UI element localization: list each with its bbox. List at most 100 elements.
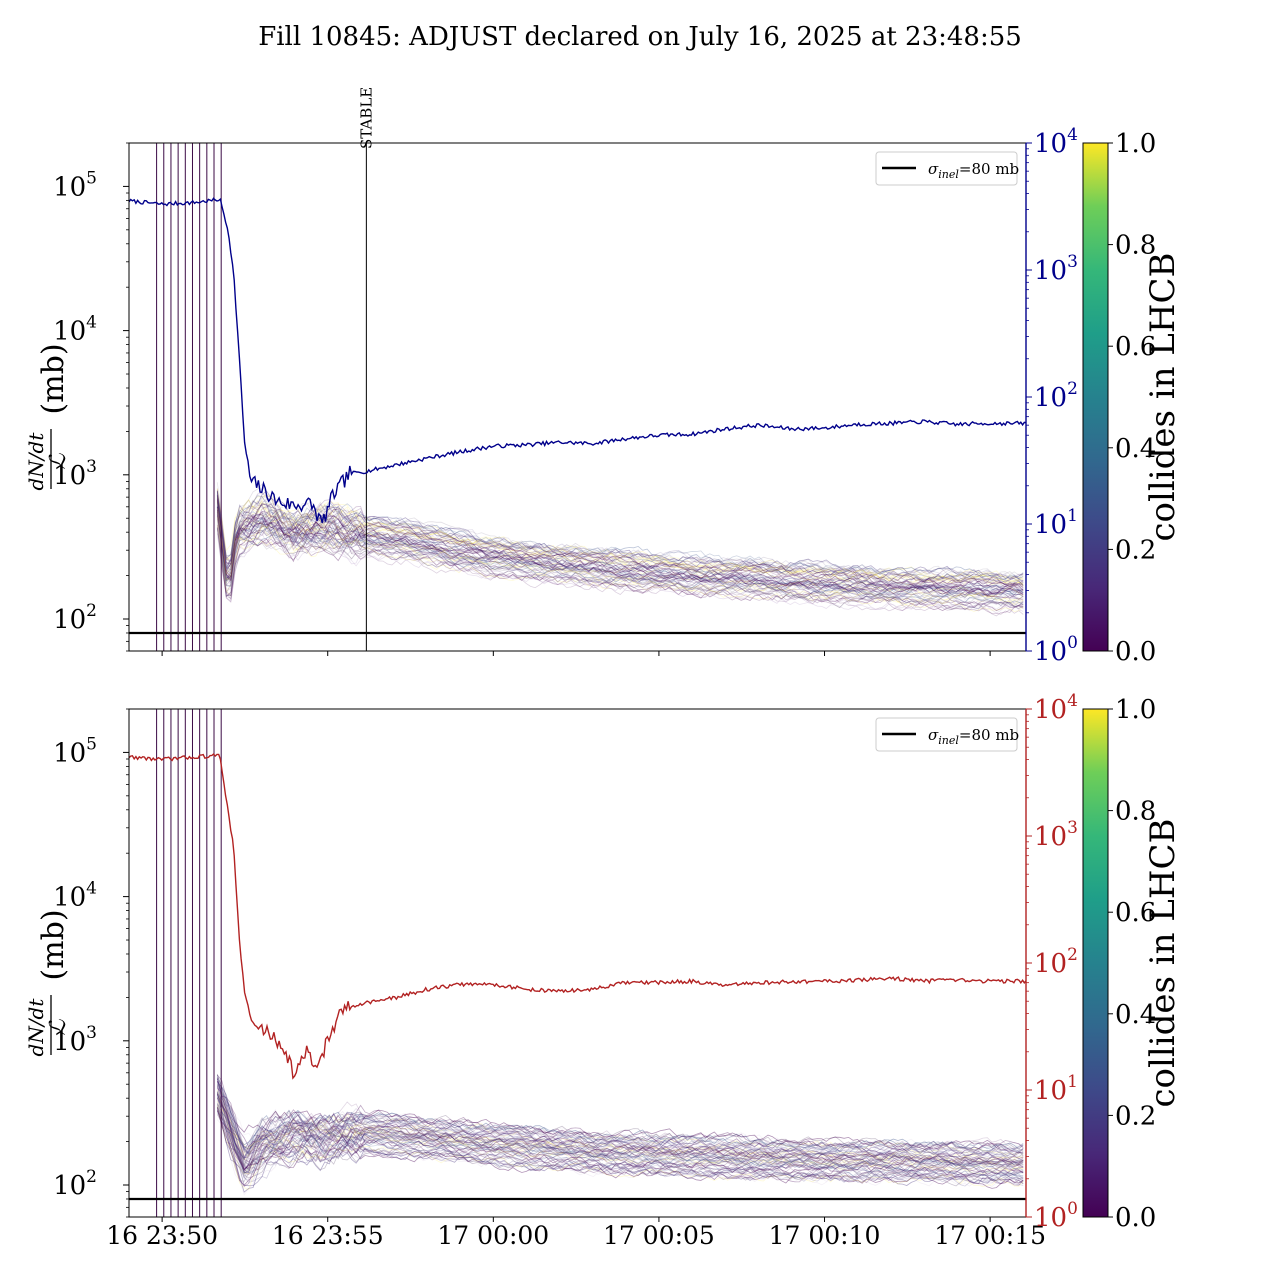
bunch-trace	[216, 497, 1024, 588]
bunch-trace	[216, 1086, 1024, 1174]
bunch-trace	[216, 1106, 1024, 1187]
bunch-trace	[216, 1106, 1024, 1184]
bunch-trace	[216, 509, 1024, 595]
bunch-trace	[216, 1089, 1024, 1156]
bunch-trace	[217, 1103, 1024, 1179]
bunch-trace	[216, 1078, 1024, 1159]
bunch-trace	[216, 1097, 1024, 1174]
bottom-right-y-ticks: 100 101 102 103 104	[1025, 691, 1078, 1233]
bunch-trace	[216, 1107, 1024, 1193]
bunch-trace	[217, 1119, 1024, 1184]
colorbar-tick-label: 0.4	[1115, 434, 1156, 464]
colorbar-tick-label: 0.2	[1115, 1101, 1156, 1131]
bunch-trace	[216, 483, 1024, 579]
bunch-trace	[216, 502, 1024, 597]
top-y-axis-label: dN/dt ℒ (mb)	[24, 343, 71, 490]
bunch-trace	[217, 1112, 1024, 1179]
y-tick-label-right: 104	[1034, 691, 1078, 725]
bottom-bunch-traces	[216, 1073, 1024, 1196]
colorbar-tick-label: 1.0	[1115, 695, 1156, 725]
bunch-trace	[216, 1074, 1024, 1152]
top-bunch-traces	[216, 482, 1024, 617]
bunch-trace	[216, 506, 1024, 603]
bunch-trace	[216, 1107, 1024, 1196]
bunch-trace	[216, 495, 1024, 593]
bunch-trace	[216, 501, 1024, 598]
bottom-right-axis-series	[129, 753, 1026, 1080]
bunch-trace	[216, 1093, 1024, 1168]
colorbar-tick-label: 0.4	[1115, 1000, 1156, 1030]
bunch-trace	[216, 1094, 1024, 1165]
bunch-trace	[216, 506, 1024, 603]
bunch-trace	[216, 1084, 1024, 1165]
bunch-trace	[216, 525, 1024, 615]
bunch-trace	[216, 496, 1024, 582]
bunch-trace	[216, 1091, 1024, 1177]
x-tick-label: 17 00:00	[437, 1221, 549, 1250]
bunch-trace	[216, 1104, 1024, 1184]
bunch-trace	[216, 495, 1024, 586]
bunch-trace	[216, 1078, 1024, 1154]
bunch-trace	[216, 1077, 1024, 1158]
bunch-trace	[216, 506, 1024, 595]
bottom-left-y-ticks: 102 103 104 105	[53, 708, 129, 1218]
bunch-trace	[216, 523, 1024, 607]
bunch-trace	[216, 1108, 1024, 1179]
bunch-trace	[216, 495, 1024, 588]
y-tick-label-left: 105	[53, 734, 97, 768]
bunch-trace	[216, 1107, 1024, 1184]
bunch-trace	[216, 1103, 1024, 1171]
bunch-trace	[216, 1095, 1024, 1177]
colorbar-tick-label: 0.8	[1115, 797, 1156, 827]
bunch-trace	[216, 1081, 1024, 1154]
bunch-trace	[216, 490, 1024, 582]
x-tick-label: 17 00:15	[934, 1221, 1046, 1250]
bunch-trace	[216, 495, 1024, 590]
bunch-trace	[216, 518, 1024, 609]
bunch-trace	[216, 1093, 1024, 1172]
bunch-trace	[216, 490, 1024, 583]
x-tick-label: 17 00:10	[769, 1221, 881, 1250]
top-panel: STABLE 102 103 104 105 100 101 102 103 104 dN/d…	[24, 87, 1183, 667]
bottom-panel: 16 23:50 16 23:55 17 00:00 17 00:05 17 00:10…	[24, 691, 1183, 1250]
bunch-trace	[216, 490, 1024, 586]
bunch-trace	[216, 1081, 1024, 1153]
bunch-trace	[216, 516, 1024, 601]
colorbar-tick-label: 1.0	[1115, 129, 1156, 159]
bunch-trace	[216, 490, 1024, 589]
bunch-trace	[216, 505, 1024, 596]
bunch-trace	[216, 507, 1024, 597]
x-tick-label: 17 00:05	[603, 1221, 715, 1250]
colorbar-tick-label: 0.8	[1115, 231, 1156, 261]
top-legend: σinel=80 mb	[875, 151, 1019, 186]
bunch-trace	[216, 501, 1024, 600]
top-early-vertical-lines	[156, 143, 222, 651]
colorbar-tick-label: 0.0	[1115, 1203, 1156, 1233]
y-tick-label-right: 101	[1034, 506, 1078, 540]
bunch-trace	[216, 1091, 1024, 1171]
bunch-trace	[216, 1093, 1024, 1166]
colorbar-label: collides in LHCB	[1143, 252, 1183, 541]
bunch-trace	[216, 1105, 1024, 1191]
bunch-trace	[216, 1081, 1024, 1156]
bunch-trace	[216, 505, 1024, 598]
colorbar-tick-label: 0.6	[1115, 332, 1156, 362]
bunch-trace	[216, 509, 1024, 596]
y-tick-label-left: 105	[53, 168, 97, 202]
bunch-trace	[216, 489, 1024, 583]
bunch-trace	[216, 497, 1024, 580]
bunch-trace	[216, 494, 1024, 589]
bunch-trace	[216, 488, 1024, 583]
bunch-trace	[216, 511, 1024, 597]
bunch-trace	[216, 1074, 1024, 1157]
y-tick-label-right: 100	[1034, 633, 1078, 667]
bottom-y-axis-label: dN/dt ℒ (mb)	[24, 909, 71, 1056]
bunch-trace	[216, 1073, 1024, 1155]
y-tick-label-right: 102	[1034, 379, 1078, 413]
bunch-trace	[216, 512, 1024, 610]
bunch-trace	[216, 514, 1024, 601]
bunch-trace	[216, 497, 1024, 585]
bunch-trace	[216, 507, 1024, 599]
top-stable-marker: STABLE	[357, 87, 375, 651]
bunch-trace	[216, 498, 1024, 586]
